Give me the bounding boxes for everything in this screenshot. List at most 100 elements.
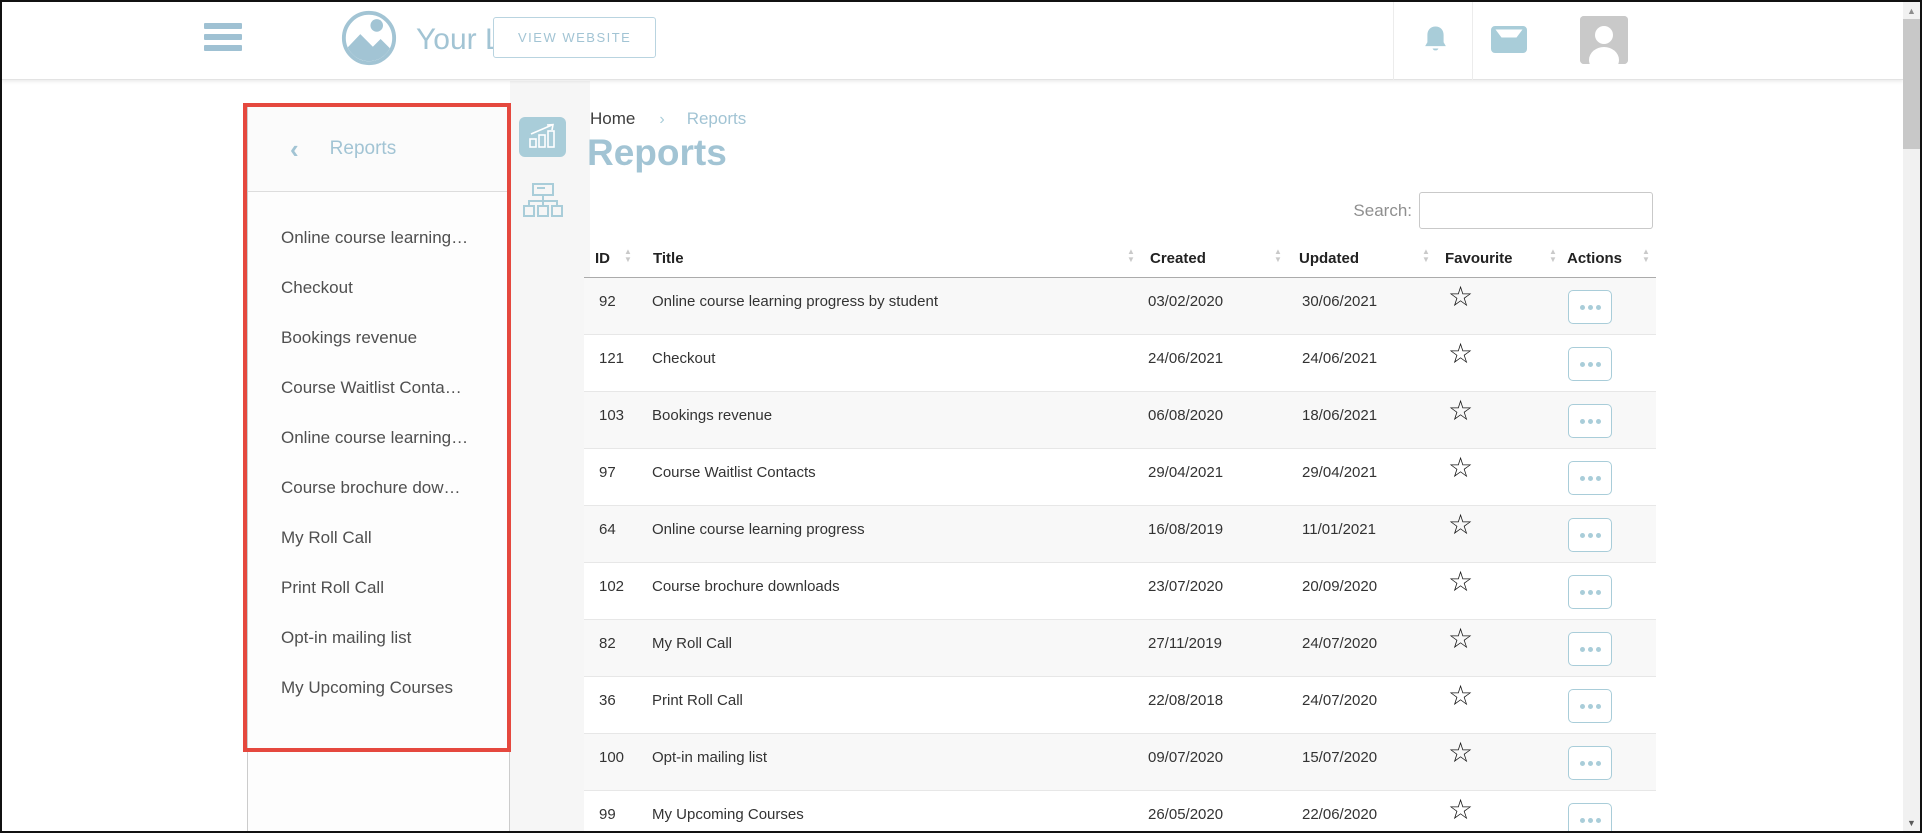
chart-icon [528,123,558,152]
sidebar-report-item[interactable]: Print Roll Call [248,563,509,613]
sort-icon[interactable]: ▲▼ [624,248,632,264]
sort-icon[interactable]: ▲▼ [1549,248,1557,264]
sidebar-report-item[interactable]: Online course learning… [248,213,509,263]
bell-icon [1422,24,1449,59]
reports-subpanel: ‹ Reports Online course learning… Checko… [247,107,510,831]
report-created: 09/07/2020 [1148,749,1223,766]
table-row: 121 Checkout 24/06/2021 24/06/2021 ☆ [584,335,1656,392]
column-header-actions[interactable]: Actions [1567,250,1622,267]
ellipsis-icon [1580,533,1601,538]
row-actions-button[interactable] [1568,404,1612,438]
report-created: 16/08/2019 [1148,521,1223,538]
column-header-updated[interactable]: Updated [1299,250,1359,267]
table-row: 97 Course Waitlist Contacts 29/04/2021 2… [584,449,1656,506]
table-row: 64 Online course learning progress 16/08… [584,506,1656,563]
row-actions-button[interactable] [1568,746,1612,780]
scroll-down-icon[interactable]: ▼ [1903,814,1920,831]
app-window: Your Logo VIEW WEBSITE [0,0,1922,833]
top-header: Your Logo VIEW WEBSITE [2,2,1903,80]
row-actions-button[interactable] [1568,632,1612,666]
sitemap-icon [523,182,563,223]
favourite-star-icon[interactable]: ☆ [1448,681,1473,712]
row-actions-button[interactable] [1568,518,1612,552]
inbox-tray-icon [1491,26,1527,56]
report-id: 82 [599,635,616,652]
sidebar-report-item[interactable]: My Upcoming Courses [248,663,509,713]
favourite-star-icon[interactable]: ☆ [1448,396,1473,427]
chevron-right-icon: › [659,111,664,128]
sort-icon[interactable]: ▲▼ [1422,248,1430,264]
report-title: Course Waitlist Contacts [652,464,816,481]
ellipsis-icon [1580,419,1601,424]
row-actions-button[interactable] [1568,347,1612,381]
user-avatar[interactable] [1580,16,1628,64]
row-actions-button[interactable] [1568,575,1612,609]
sidebar-report-item-label: Bookings revenue [281,328,417,347]
row-actions-button[interactable] [1568,689,1612,723]
search-input[interactable] [1419,192,1653,229]
sort-icon[interactable]: ▲▼ [1642,248,1650,264]
row-actions-button[interactable] [1568,290,1612,324]
notifications-button[interactable] [1400,2,1470,80]
column-header-created[interactable]: Created [1150,250,1206,267]
report-id: 64 [599,521,616,538]
ellipsis-icon [1580,590,1601,595]
sort-icon[interactable]: ▲▼ [1274,248,1282,264]
breadcrumb: Home › Reports [590,109,746,129]
breadcrumb-current: Reports [687,109,747,128]
report-id: 36 [599,692,616,709]
report-updated: 18/06/2021 [1302,407,1377,424]
sort-icon[interactable]: ▲▼ [1127,248,1135,264]
favourite-star-icon[interactable]: ☆ [1448,738,1473,769]
sidebar-report-item[interactable]: Bookings revenue [248,313,509,363]
report-updated: 24/06/2021 [1302,350,1377,367]
row-actions-button[interactable] [1568,461,1612,495]
favourite-star-icon[interactable]: ☆ [1448,339,1473,370]
favourite-star-icon[interactable]: ☆ [1448,282,1473,313]
table-row: 36 Print Roll Call 22/08/2018 24/07/2020… [584,677,1656,734]
subpanel-back-header[interactable]: ‹ Reports [248,107,509,192]
hamburger-menu-icon[interactable] [204,21,242,57]
vertical-scrollbar[interactable]: ▲ ▼ [1903,2,1920,831]
header-divider [1472,2,1473,80]
column-header-favourite[interactable]: Favourite [1445,250,1513,267]
breadcrumb-home-link[interactable]: Home [590,109,635,128]
sidebar-report-item[interactable]: Course Waitlist Conta… [248,363,509,413]
sitemap-rail-button[interactable] [519,181,566,223]
favourite-star-icon[interactable]: ☆ [1448,567,1473,598]
sidebar-report-item[interactable]: Online course learning… [248,413,509,463]
row-actions-button[interactable] [1568,803,1612,833]
report-id: 97 [599,464,616,481]
report-updated: 11/01/2021 [1302,521,1376,538]
sidebar-report-item[interactable]: Checkout [248,263,509,313]
sidebar-report-item-label: My Upcoming Courses [281,678,453,697]
report-created: 26/05/2020 [1148,806,1223,823]
report-created: 22/08/2018 [1148,692,1223,709]
column-header-title[interactable]: Title [653,250,684,267]
table-body: 92 Online course learning progress by st… [584,278,1656,833]
sidebar-report-item[interactable]: Opt-in mailing list [248,613,509,663]
favourite-star-icon[interactable]: ☆ [1448,453,1473,484]
column-header-id[interactable]: ID [595,250,610,267]
sidebar-report-item[interactable]: My Roll Call [248,513,509,563]
chevron-left-icon: ‹ [290,136,299,162]
view-website-button[interactable]: VIEW WEBSITE [493,17,656,58]
ellipsis-icon [1580,704,1601,709]
reports-rail-button[interactable] [519,117,566,157]
sidebar-report-item[interactable]: Course brochure dow… [248,463,509,513]
ellipsis-icon [1580,761,1601,766]
favourite-star-icon[interactable]: ☆ [1448,624,1473,655]
scrollbar-thumb[interactable] [1903,19,1920,149]
report-id: 92 [599,293,616,310]
favourite-star-icon[interactable]: ☆ [1448,510,1473,541]
report-title: Online course learning progress [652,521,865,538]
inbox-button[interactable] [1474,2,1544,80]
header-divider [1393,2,1394,80]
report-updated: 24/07/2020 [1302,635,1377,652]
favourite-star-icon[interactable]: ☆ [1448,795,1473,826]
scroll-up-icon[interactable]: ▲ [1903,2,1920,19]
sidebar-report-item-label: My Roll Call [281,528,372,547]
report-updated: 29/04/2021 [1302,464,1377,481]
report-updated: 30/06/2021 [1302,293,1377,310]
report-title: My Upcoming Courses [652,806,804,823]
